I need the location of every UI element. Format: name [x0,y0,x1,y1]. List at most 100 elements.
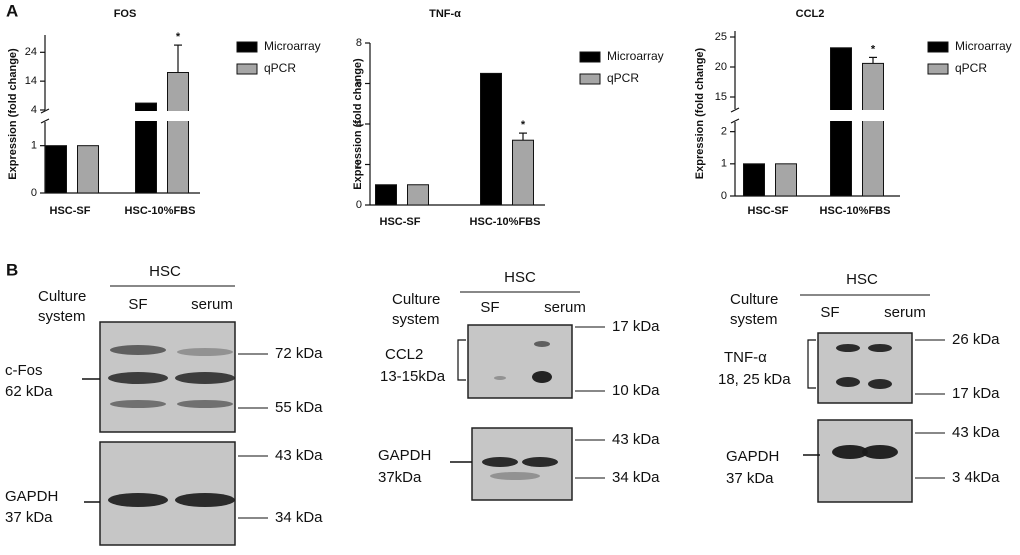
legend-label: qPCR [955,61,987,75]
axis-line [40,108,50,114]
blot-header: HSC [149,263,181,280]
blot-band [175,372,235,384]
marker-label: 10 kDa [612,382,660,399]
target-name: GAPDH [726,448,779,465]
system-label: Culture [730,291,778,308]
chart-title: TNF-α [429,8,461,20]
legend-label: Microarray [264,39,321,53]
marker-label: 55 kDa [275,399,323,416]
blot-band [108,372,168,384]
x-tick-label: HSC-SF [380,216,421,228]
bar [480,72,502,206]
lane-label: serum [544,299,586,316]
marker-label: 43 kDa [275,447,323,464]
blot-band [532,371,552,383]
y-tick-label: 0 [356,199,362,211]
marker-label: 34 kDa [612,469,660,486]
legend-swatch [579,51,601,63]
target-name: c-Fos [5,362,43,379]
blot-band [534,341,550,347]
blot-band [868,379,892,389]
y-tick-label: 25 [715,31,727,43]
bar [512,139,534,206]
legend-label: Microarray [607,49,664,63]
marker-label: 3 4kDa [952,469,1000,486]
y-tick-label: 14 [25,75,37,87]
lane-label: SF [480,299,499,316]
significance-marker: * [871,43,876,55]
axis-line [40,118,50,124]
bar [743,163,765,197]
system-label: Culture [392,291,440,308]
target-size: 37 kDa [5,509,53,526]
target-size: 62 kDa [5,383,53,400]
blot-band [868,344,892,352]
significance-marker: * [176,31,181,43]
y-tick-label: 0 [31,187,37,199]
target-name: CCL2 [385,346,423,363]
axis-break [829,110,853,121]
blot-band [175,493,235,507]
axis-line [730,118,740,124]
marker-label: 17 kDa [952,385,1000,402]
blot-band [836,344,860,352]
system-label: Culture [38,288,86,305]
panel-label: A [6,1,18,20]
blot-band [108,493,168,507]
target-name: GAPDH [5,488,58,505]
legend-label: Microarray [955,39,1012,53]
blot-header: HSC [846,271,878,288]
bar [862,62,884,197]
bar [375,184,397,206]
blot-band [177,348,233,356]
system-label: system [392,311,440,328]
blot-image [817,332,913,404]
blot-image [467,324,573,399]
lane-label: SF [128,296,147,313]
x-tick-label: HSC-10%FBS [125,205,196,217]
y-tick-label: 4 [356,118,362,130]
bar [830,47,852,197]
y-tick-label: 2 [356,158,362,170]
y-axis-label: Expression (fold change) [694,47,706,179]
target-name: TNF-α [724,349,767,366]
legend-swatch [927,63,949,75]
x-tick-label: HSC-SF [50,205,91,217]
marker-label: 43 kDa [952,424,1000,441]
bar [77,145,99,194]
blot-band [110,400,166,408]
y-tick-label: 4 [31,104,37,116]
x-tick-label: HSC-SF [748,205,789,217]
blot-band [836,377,860,387]
marker-label: 17 kDa [612,318,660,335]
y-tick-label: 1 [721,158,727,170]
target-size: 13-15kDa [380,368,446,385]
blot-band [522,457,558,467]
y-axis-label: Expression (fold change) [7,48,19,180]
x-tick-label: HSC-10%FBS [820,205,891,217]
legend-label: qPCR [264,61,296,75]
y-tick-label: 2 [721,126,727,138]
blot-band [494,376,506,380]
x-tick-label: HSC-10%FBS [470,216,541,228]
axis-line [730,107,740,113]
y-tick-label: 0 [721,190,727,202]
blot-band [177,400,233,408]
blot-band [862,445,898,459]
chart-title: CCL2 [796,8,825,20]
marker-label: 72 kDa [275,345,323,362]
bar [775,163,797,197]
y-tick-label: 8 [356,37,362,49]
axis-break [134,111,158,121]
marker-label: 43 kDa [612,431,660,448]
blot-band [110,345,166,355]
marker-label: 26 kDa [952,331,1000,348]
lane-label: serum [191,296,233,313]
blot-band [482,457,518,467]
axis-break [166,111,190,121]
target-size: 37kDa [378,469,422,486]
bar [45,145,67,194]
y-axis-label: Expression (fold change) [352,58,364,190]
y-tick-label: 24 [25,46,37,58]
